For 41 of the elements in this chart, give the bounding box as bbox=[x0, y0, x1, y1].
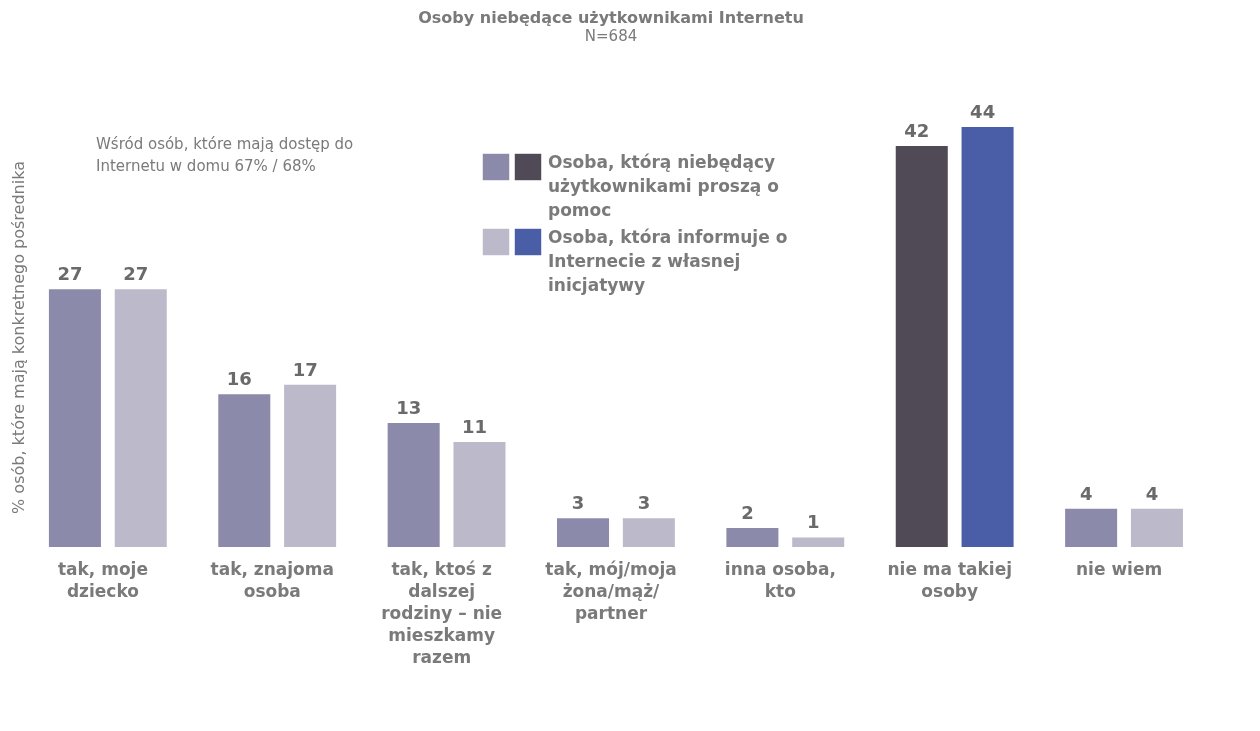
annotation: Wśród osób, które mają dostęp do Internetu w domu 67% / 68% bbox=[96, 135, 354, 175]
x-tick-label: inna osoba, kto bbox=[724, 558, 836, 601]
bar bbox=[726, 527, 779, 547]
data-label: 42 bbox=[904, 120, 930, 142]
data-label: 11 bbox=[462, 416, 488, 437]
bar bbox=[1065, 508, 1118, 547]
bar bbox=[453, 442, 506, 547]
bar bbox=[48, 289, 101, 547]
bar bbox=[284, 384, 337, 547]
bar bbox=[1130, 508, 1183, 547]
bar bbox=[792, 537, 845, 547]
x-tick-label: nie ma takiej osoby bbox=[887, 558, 1013, 601]
chart-title: Osoby niebędące użytkownikami Internetu bbox=[418, 8, 804, 27]
data-label: 16 bbox=[226, 368, 252, 390]
bar bbox=[622, 518, 675, 547]
data-label: 13 bbox=[396, 396, 422, 418]
bar bbox=[387, 422, 440, 547]
data-label: 44 bbox=[970, 101, 996, 122]
data-label: 4 bbox=[1145, 482, 1159, 504]
y-axis-title: % osób, które mają konkretnego pośrednika bbox=[8, 161, 28, 514]
bar bbox=[895, 146, 948, 547]
data-label: 3 bbox=[571, 492, 585, 514]
bar bbox=[961, 127, 1014, 547]
data-label: 4 bbox=[1079, 482, 1093, 504]
bar bbox=[557, 518, 610, 547]
bar bbox=[218, 394, 271, 547]
data-label: 1 bbox=[807, 511, 820, 533]
x-tick-label: tak, mój/moja żona/mąż/ partner bbox=[545, 558, 677, 623]
data-label: 27 bbox=[123, 263, 149, 285]
data-label: 3 bbox=[637, 492, 651, 514]
x-tick-label: tak, ktoś z dalszej rodziny – nie mieszkamy razem bbox=[381, 558, 503, 667]
x-tick-label: tak, moje dziecko bbox=[57, 558, 148, 601]
legend-label: Osoba, którą niebędący użytkownikami proszą o pomoc bbox=[548, 152, 779, 220]
x-tick-label: tak, znajoma osoba bbox=[210, 558, 334, 601]
data-label: 2 bbox=[741, 501, 754, 523]
legend-label: Osoba, która informuje o Internecie z własnej inicjatywy bbox=[548, 227, 788, 295]
x-tick-label: nie wiem bbox=[1076, 558, 1163, 579]
data-label: 17 bbox=[292, 358, 318, 380]
bar bbox=[114, 289, 167, 547]
chart-subtitle: N=684 bbox=[584, 27, 638, 45]
data-label: 27 bbox=[57, 263, 83, 285]
